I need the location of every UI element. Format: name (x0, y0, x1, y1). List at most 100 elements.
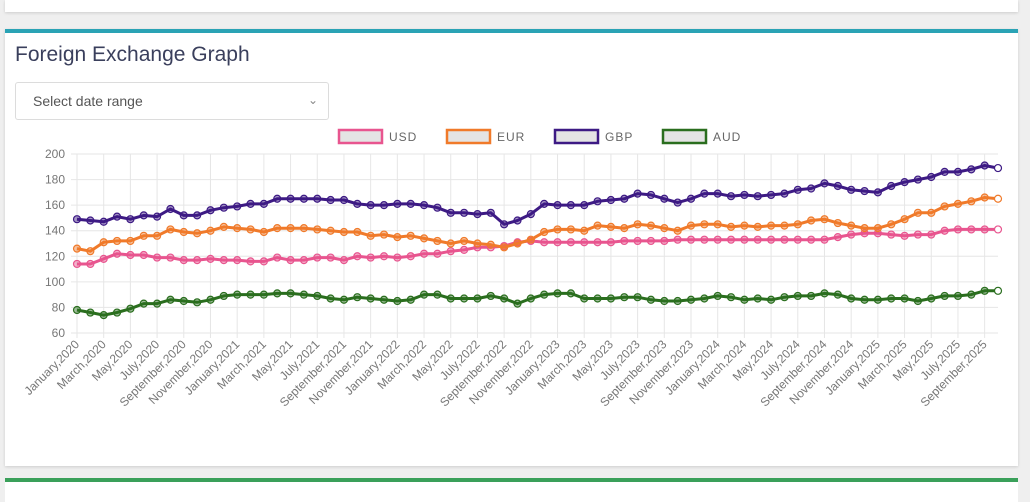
data-point-aud (753, 294, 762, 303)
data-point-aud (152, 299, 162, 308)
data-point-eur (793, 220, 802, 229)
data-point-aud (273, 289, 282, 298)
data-point-usd (700, 235, 709, 244)
data-point-aud (807, 291, 816, 301)
data-point-usd (353, 252, 362, 261)
data-point-aud (366, 294, 375, 303)
previous-card (5, 0, 1018, 12)
data-point-eur (807, 216, 816, 225)
legend-label-gbp: GBP (605, 130, 633, 144)
data-point-gbp (753, 192, 762, 201)
data-point-gbp (233, 202, 242, 211)
data-point-usd (393, 253, 402, 262)
data-point-usd (793, 235, 802, 244)
data-point-gbp (246, 199, 255, 208)
y-tick-label: 60 (52, 326, 66, 340)
card-title: Foreign Exchange Graph (15, 43, 250, 66)
data-point-eur (339, 227, 349, 237)
data-point-usd (206, 254, 215, 263)
data-point-gbp (660, 194, 669, 203)
data-point-aud (459, 294, 469, 303)
data-point-aud (259, 290, 268, 299)
data-point-eur (112, 236, 122, 246)
date-range-placeholder: Select date range (33, 93, 143, 109)
data-point-aud (446, 294, 455, 303)
data-point-gbp (339, 195, 349, 205)
data-point-eur (313, 225, 322, 234)
data-point-eur (419, 234, 429, 243)
data-point-eur (459, 236, 469, 246)
data-point-eur (379, 230, 389, 239)
date-range-select[interactable]: Select date range ⌄ (15, 82, 329, 120)
data-point-usd (633, 236, 642, 246)
data-point-aud (246, 290, 255, 299)
data-point-gbp (273, 194, 282, 203)
data-point-gbp (206, 206, 215, 215)
data-point-gbp (993, 163, 1003, 173)
y-tick-label: 140 (45, 224, 65, 238)
data-point-gbp (953, 167, 963, 176)
data-point-gbp (913, 175, 923, 184)
data-point-aud (713, 291, 722, 301)
series-line-gbp (76, 164, 999, 226)
data-point-usd (433, 249, 442, 258)
data-point-eur (967, 197, 976, 206)
data-point-eur (753, 222, 762, 231)
data-point-gbp (473, 209, 482, 219)
data-point-usd (406, 252, 415, 261)
data-point-gbp (500, 220, 509, 229)
data-point-gbp (967, 165, 976, 174)
data-point-aud (620, 293, 629, 302)
data-point-gbp (72, 215, 82, 224)
data-point-aud (86, 308, 95, 317)
data-point-usd (847, 230, 856, 239)
data-point-usd (620, 236, 629, 246)
data-point-eur (99, 238, 108, 247)
data-point-gbp (833, 181, 842, 191)
data-point-gbp (940, 167, 949, 176)
data-point-eur (566, 225, 575, 234)
data-point-aud (606, 294, 616, 303)
data-point-eur (486, 240, 495, 249)
data-point-eur (152, 231, 162, 240)
data-point-eur (580, 226, 589, 235)
data-point-usd (259, 257, 268, 266)
data-point-gbp (820, 179, 829, 188)
data-point-usd (273, 253, 282, 262)
data-point-gbp (606, 195, 616, 205)
series-line-eur (76, 196, 999, 253)
data-point-aud (313, 291, 322, 301)
data-point-usd (379, 252, 389, 261)
data-point-eur (686, 221, 696, 230)
data-point-usd (313, 253, 322, 262)
data-point-gbp (486, 208, 495, 217)
data-point-eur (660, 224, 669, 233)
data-point-aud (112, 308, 122, 317)
y-tick-label: 160 (45, 198, 65, 212)
data-point-eur (500, 243, 509, 252)
data-point-eur (913, 208, 923, 217)
data-point-gbp (740, 190, 749, 200)
data-point-eur (259, 227, 268, 237)
data-point-aud (847, 294, 856, 303)
data-point-usd (540, 238, 549, 247)
data-point-gbp (326, 195, 335, 205)
data-point-aud (393, 296, 402, 306)
data-point-eur (273, 224, 282, 233)
data-point-gbp (780, 189, 789, 198)
data-point-eur (446, 239, 455, 248)
data-point-gbp (726, 192, 736, 201)
data-point-gbp (86, 216, 95, 225)
data-point-gbp (646, 190, 656, 200)
y-tick-label: 180 (45, 173, 65, 187)
data-point-eur (740, 221, 749, 230)
data-point-aud (860, 295, 869, 304)
data-point-gbp (873, 188, 882, 197)
series-line-aud (76, 289, 998, 317)
data-point-usd (927, 230, 936, 239)
data-point-eur (620, 224, 629, 233)
data-point-eur (927, 208, 936, 217)
data-point-usd (179, 256, 188, 265)
data-point-aud (339, 295, 349, 304)
data-point-aud (980, 286, 989, 295)
